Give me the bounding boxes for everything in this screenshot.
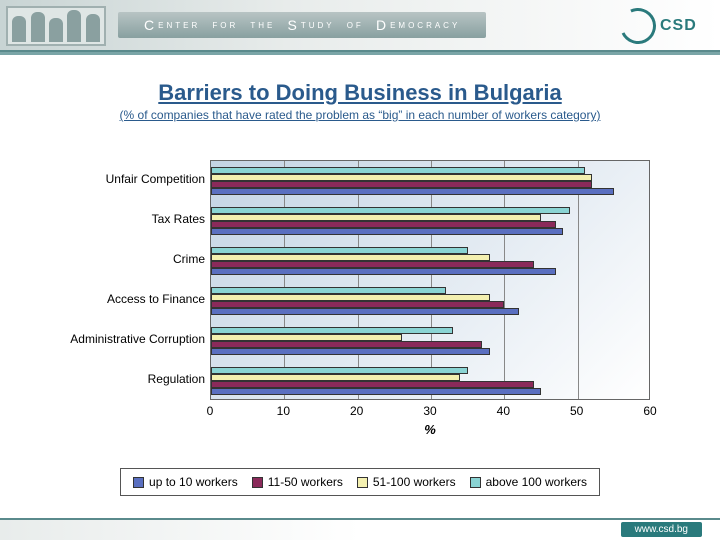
- bar: [211, 367, 468, 374]
- bar: [211, 214, 541, 221]
- header-people-graphic: [6, 6, 106, 46]
- bar: [211, 221, 556, 228]
- plot-area: [210, 160, 650, 400]
- title-block: Barriers to Doing Business in Bulgaria (…: [0, 80, 720, 122]
- gridline: [284, 161, 285, 399]
- bar: [211, 254, 490, 261]
- bar: [211, 181, 592, 188]
- category-label: Crime: [60, 252, 205, 266]
- header-underline: [0, 52, 720, 55]
- x-axis-title: %: [210, 422, 650, 437]
- x-tick: 0: [207, 404, 214, 418]
- gridline: [358, 161, 359, 399]
- bar: [211, 287, 446, 294]
- category-label: Regulation: [60, 372, 205, 386]
- bar: [211, 247, 468, 254]
- legend-item: up to 10 workers: [133, 475, 238, 489]
- legend-label: 51-100 workers: [373, 475, 456, 489]
- legend-swatch: [252, 477, 263, 488]
- bar: [211, 374, 460, 381]
- bar: [211, 294, 490, 301]
- x-tick: 40: [497, 404, 510, 418]
- legend: up to 10 workers 11-50 workers 51-100 work…: [120, 468, 600, 496]
- x-tick: 30: [423, 404, 436, 418]
- bar: [211, 174, 592, 181]
- legend-label: above 100 workers: [486, 475, 587, 489]
- legend-swatch: [133, 477, 144, 488]
- category-label: Unfair Competition: [60, 172, 205, 186]
- logo-swirl-icon: [615, 3, 661, 49]
- legend-swatch: [357, 477, 368, 488]
- chart: Unfair Competition Tax Rates Crime Access t…: [60, 160, 660, 440]
- bar: [211, 327, 453, 334]
- logo-text: CSD: [660, 17, 697, 35]
- legend-item: 11-50 workers: [252, 475, 343, 489]
- legend-item: above 100 workers: [470, 475, 587, 489]
- bar: [211, 334, 402, 341]
- org-name: Center for the Study of Democracy: [118, 12, 486, 38]
- bar: [211, 167, 585, 174]
- footer-url: www.csd.bg: [621, 522, 702, 537]
- x-tick: 60: [643, 404, 656, 418]
- gridline: [578, 161, 579, 399]
- bar: [211, 308, 519, 315]
- gridline: [431, 161, 432, 399]
- legend-label: 11-50 workers: [268, 475, 343, 489]
- bar: [211, 207, 570, 214]
- x-tick: 10: [277, 404, 290, 418]
- footer: www.csd.bg: [0, 518, 720, 540]
- category-label: Access to Finance: [60, 292, 205, 306]
- category-label: Administrative Corruption: [60, 332, 205, 346]
- legend-item: 51-100 workers: [357, 475, 456, 489]
- bar: [211, 348, 490, 355]
- x-tick: 50: [570, 404, 583, 418]
- page-title: Barriers to Doing Business in Bulgaria: [0, 80, 720, 106]
- gridline: [504, 161, 505, 399]
- bar: [211, 268, 556, 275]
- page-subtitle: (% of companies that have rated the prob…: [0, 108, 720, 122]
- bar: [211, 228, 563, 235]
- legend-swatch: [470, 477, 481, 488]
- header-banner: Center for the Study of Democracy CSD: [0, 0, 720, 52]
- bar: [211, 388, 541, 395]
- slide: Center for the Study of Democracy CSD Ba…: [0, 0, 720, 540]
- bar: [211, 301, 504, 308]
- bar: [211, 381, 534, 388]
- logo: CSD: [620, 6, 700, 46]
- bar: [211, 341, 482, 348]
- x-tick: 20: [350, 404, 363, 418]
- bar: [211, 261, 534, 268]
- category-label: Tax Rates: [60, 212, 205, 226]
- legend-label: up to 10 workers: [149, 475, 238, 489]
- bar: [211, 188, 614, 195]
